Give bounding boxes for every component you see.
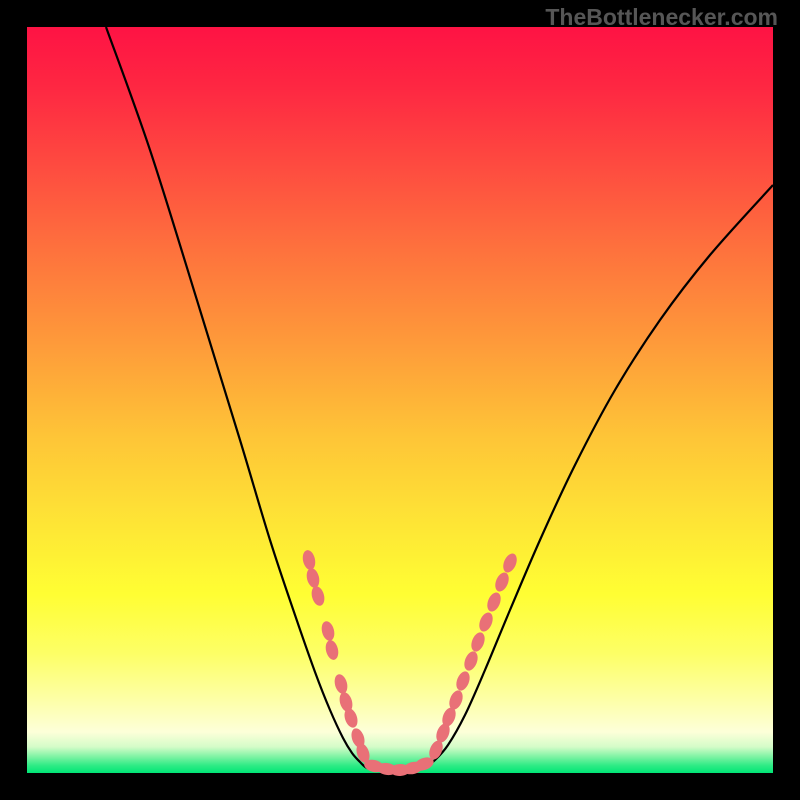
- plot-background: [27, 27, 773, 773]
- watermark-text: TheBottlenecker.com: [545, 4, 778, 31]
- bottleneck-chart: [0, 0, 800, 800]
- chart-container: TheBottlenecker.com: [0, 0, 800, 800]
